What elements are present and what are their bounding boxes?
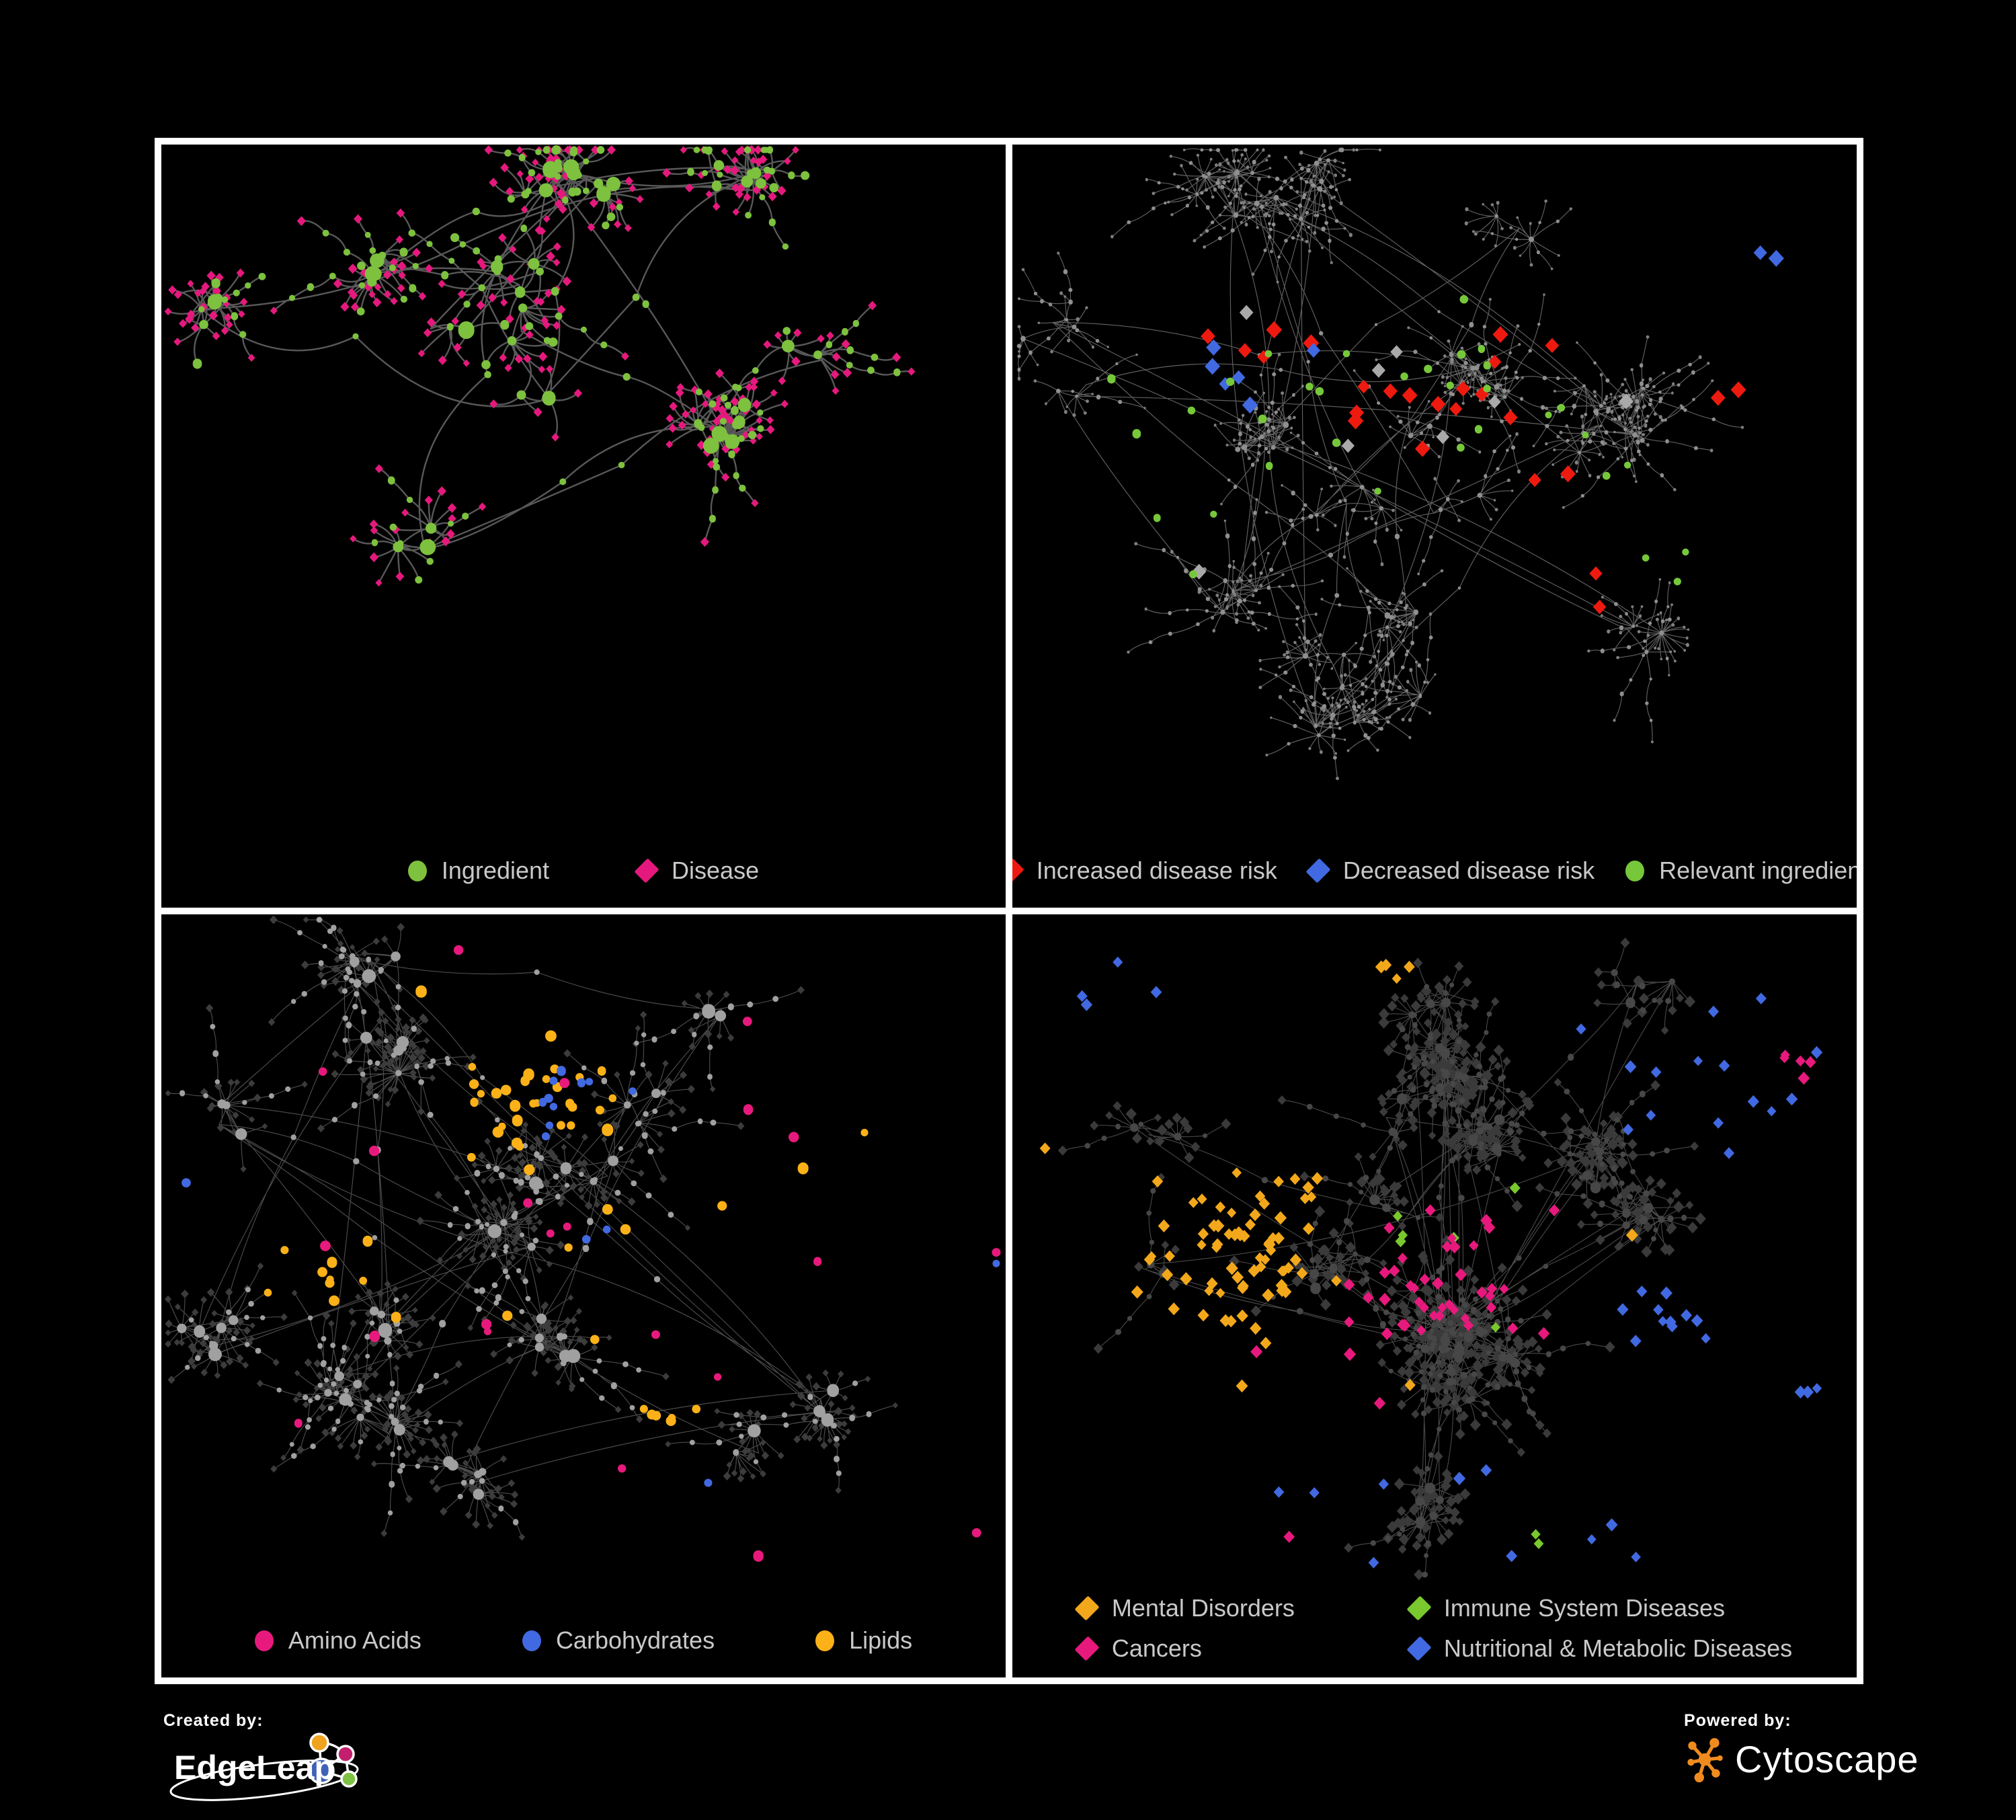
legend-label: Increased disease risk xyxy=(1036,857,1277,884)
edgeleap-wordmark: EdgeLeap xyxy=(174,1749,335,1786)
edgeleap-swoosh-icon xyxy=(169,1759,359,1801)
edgeleap-branding: Created by: EdgeLeap xyxy=(163,1711,419,1815)
powered-by-label: Powered by: xyxy=(1684,1711,1791,1730)
edgeleap-orange-node-icon xyxy=(309,1733,329,1753)
network-edges xyxy=(1062,942,1701,1575)
legend-item-disease: Disease xyxy=(634,857,760,885)
panel-ingredient-disease-network: Ingredient Disease xyxy=(161,145,1006,908)
circle-marker-icon xyxy=(522,1630,541,1651)
legend-disease-categories: Mental Disorders Immune System Diseases Ca… xyxy=(1012,1594,1857,1663)
legend-label: Immune System Diseases xyxy=(1443,1594,1726,1622)
cytoscape-wordmark: Cytoscape xyxy=(1735,1737,1919,1780)
legend-label: Lipids xyxy=(849,1626,913,1654)
cytoscape-atoms-icon xyxy=(1687,1738,1723,1782)
legend-item-lipids: Lipids xyxy=(815,1626,912,1655)
legend-label: Relevant ingredient xyxy=(1659,857,1857,884)
leaf-nodes xyxy=(164,145,916,587)
legend-item-relevant-ingredient: Relevant ingredient xyxy=(1625,857,1857,885)
diamond-marker-icon xyxy=(1074,1595,1100,1621)
circle-marker-icon xyxy=(407,860,427,881)
legend-label: Carbohydrates xyxy=(555,1626,715,1654)
diamond-marker-icon xyxy=(1406,1595,1432,1621)
legend-item-decreased-disease-risk: Decreased disease risk xyxy=(1305,857,1595,885)
legend-item-mental-disorders: Mental Disorders xyxy=(1074,1594,1295,1622)
legend-label: Disease xyxy=(672,857,760,884)
legend-disease-risk: Increased disease risk Decreased disease … xyxy=(1012,857,1857,885)
diamond-marker-icon xyxy=(1012,858,1024,883)
circle-marker-icon xyxy=(1625,860,1645,881)
network-graph-disease-risk xyxy=(1016,147,1784,781)
hub-nodes xyxy=(1016,147,1716,760)
hub-nodes xyxy=(198,146,901,555)
circle-marker-icon xyxy=(815,1630,835,1651)
legend-item-cancers: Cancers xyxy=(1074,1634,1295,1663)
network-edges xyxy=(167,147,912,584)
diamond-marker-icon xyxy=(634,858,659,883)
cytoscape-branding: Powered by: Cytoscape xyxy=(1684,1711,1919,1783)
legend-item-ingredient: Ingredient xyxy=(407,857,550,885)
edgeleap-network-nodes-icon xyxy=(308,1733,358,1788)
edgeleap-magenta-node-icon xyxy=(336,1745,355,1764)
edgeleap-green-node-icon xyxy=(340,1770,358,1788)
legend-label: Mental Disorders xyxy=(1111,1594,1295,1622)
created-by-label: Created by: xyxy=(163,1711,264,1730)
legend-ingredient-disease: Ingredient Disease xyxy=(161,857,1006,885)
legend-item-carbohydrates: Carbohydrates xyxy=(522,1626,715,1655)
diamond-marker-icon xyxy=(1406,1636,1432,1661)
legend-label: Nutritional & Metabolic Diseases xyxy=(1443,1634,1793,1662)
network-edges xyxy=(1018,148,1743,779)
hub-nodes xyxy=(177,916,872,1526)
legend-item-nutritional-metabolic-diseases: Nutritional & Metabolic Diseases xyxy=(1406,1634,1793,1663)
edgeleap-logo: EdgeLeap xyxy=(169,1733,359,1801)
legend-label: Ingredient xyxy=(441,857,550,884)
network-graph-disease-categories xyxy=(1039,937,1823,1581)
overlay-nodes-e8197d xyxy=(1250,1050,1816,1543)
diamond-marker-icon xyxy=(1074,1636,1100,1661)
figure-grid: Ingredient Disease Increased disease risk… xyxy=(155,138,1863,1684)
panel-disease-risk-network: Increased disease risk Decreased disease … xyxy=(1012,145,1857,908)
circle-marker-icon xyxy=(254,1630,274,1651)
network-graph-ingredient-disease xyxy=(164,145,916,587)
edgeleap-blue-node-icon xyxy=(308,1757,335,1784)
legend-label: Decreased disease risk xyxy=(1342,857,1595,884)
leaf-nodes xyxy=(164,915,898,1541)
edgeleap-network-edges-icon xyxy=(318,1741,350,1780)
panel-nutrients-network: Amino Acids Carbohydrates Lipids xyxy=(161,914,1006,1677)
legend-item-amino-acids: Amino Acids xyxy=(254,1626,421,1655)
cytoscape-logo-icon xyxy=(1687,1738,1723,1782)
legend-label: Cancers xyxy=(1111,1634,1202,1662)
legend-item-increased-disease-risk: Increased disease risk xyxy=(1012,857,1277,885)
network-graph-nutrients xyxy=(164,915,1001,1562)
cytoscape-bonds-icon xyxy=(1690,1742,1720,1778)
legend-label: Amino Acids xyxy=(288,1626,421,1654)
legend-item-immune-system-diseases: Immune System Diseases xyxy=(1406,1594,1792,1622)
legend-nutrients: Amino Acids Carbohydrates Lipids xyxy=(161,1626,1006,1655)
panel-disease-categories-network: Mental Disorders Immune System Diseases Ca… xyxy=(1012,914,1857,1677)
overlay-nodes-f3a81b xyxy=(1039,959,1638,1393)
diamond-marker-icon xyxy=(1305,858,1331,883)
